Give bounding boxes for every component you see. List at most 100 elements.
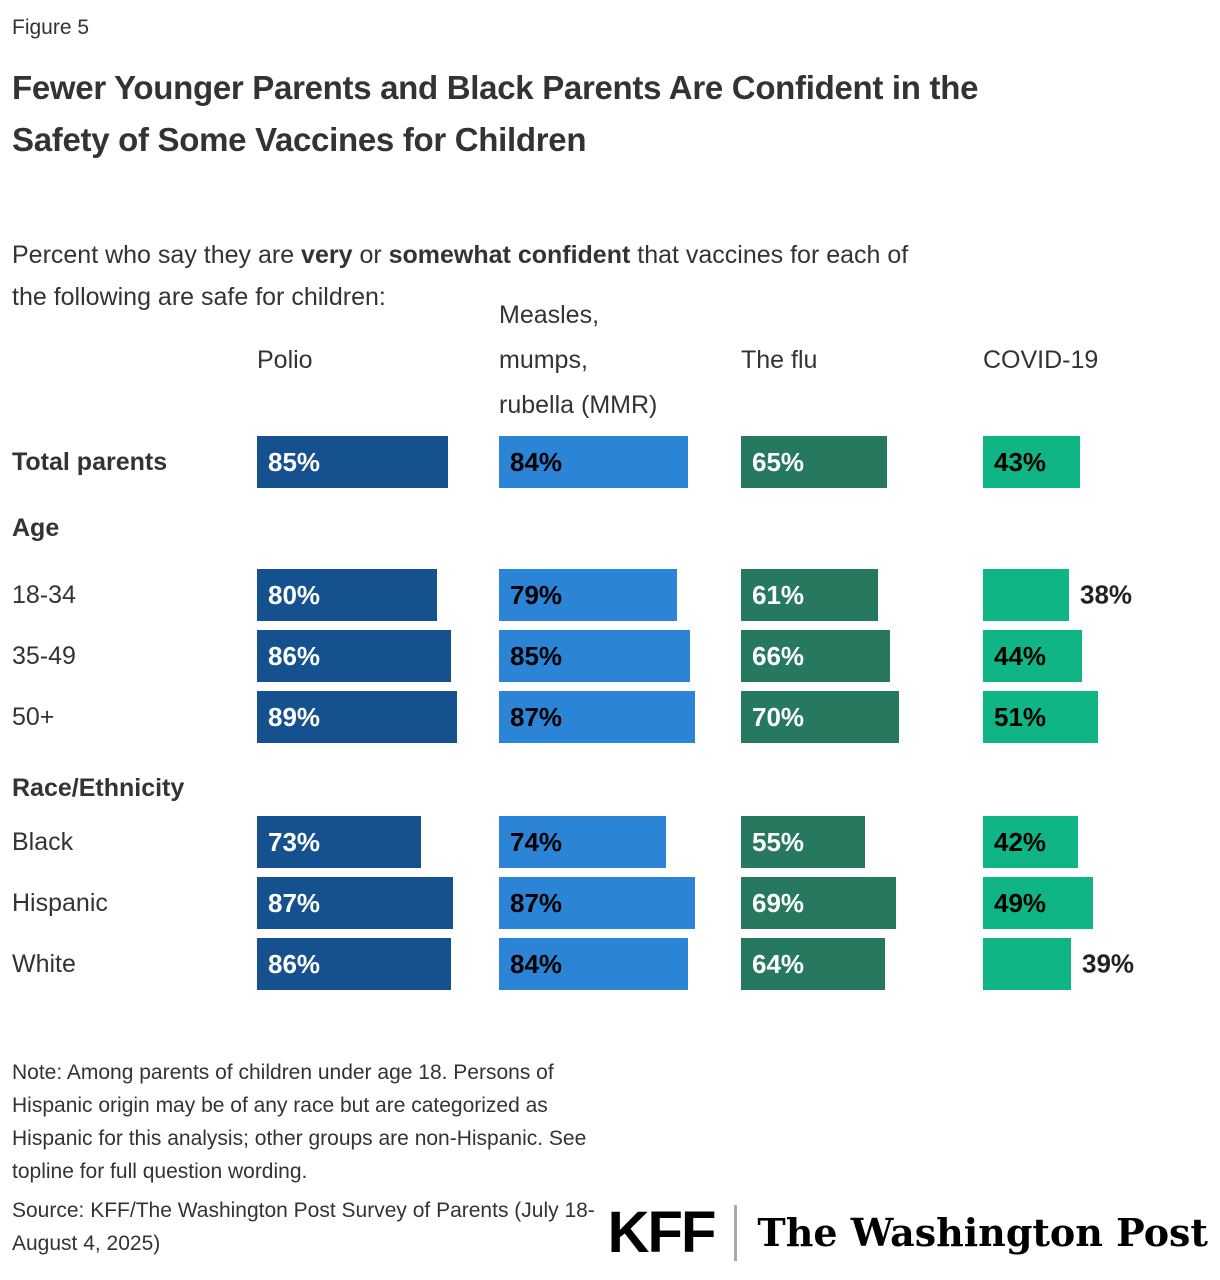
bar-value-label: 87% — [510, 701, 563, 732]
column-header-mmr: Measles, mumps, rubella (MMR) — [499, 301, 658, 419]
bar-value-label: 44% — [994, 640, 1047, 671]
bar: 84% — [499, 436, 688, 488]
bar-value-label: 80% — [268, 579, 321, 610]
subtitle-text: that vaccines for each of the following … — [12, 241, 909, 311]
bar: 87% — [499, 877, 695, 929]
chart-row: White 86% 84% 64% 39% — [12, 938, 1208, 990]
row-bars: 86% 84% 64% 39% — [257, 938, 1208, 990]
row-bars: 86% 85% 66% 44% — [257, 630, 1208, 682]
chart-title: Fewer Younger Parents and Black Parents … — [12, 69, 979, 158]
bar: 55% — [741, 816, 865, 868]
subtitle-text: or — [352, 241, 389, 269]
bar-value-label: 84% — [510, 446, 563, 477]
bar: 38% — [983, 569, 1132, 621]
row-bars: 85% 84% 65% 43% — [257, 436, 1208, 488]
column-header-covid19: COVID-19 — [983, 346, 1099, 374]
bar: 42% — [983, 816, 1078, 868]
bar-value-label: 89% — [268, 701, 321, 732]
bar-value-label: 70% — [752, 701, 805, 732]
column-header-flu: The flu — [741, 346, 818, 374]
bar-value-label: 65% — [752, 446, 805, 477]
bar: 69% — [741, 877, 896, 929]
bar-value-label: 86% — [268, 948, 321, 979]
bar-value-label: 87% — [510, 887, 563, 918]
chart-row: Hispanic 87% 87% 69% 49% — [12, 877, 1208, 929]
logo-lockup: KFF The Washington Post — [608, 1199, 1208, 1266]
bar: 85% — [499, 630, 690, 682]
bar: 86% — [257, 938, 451, 990]
row-bars: 80% 79% 61% 38% — [257, 569, 1208, 621]
bar: 87% — [499, 691, 695, 743]
bar-value-label: 42% — [994, 826, 1047, 857]
bar-value-label: 64% — [752, 948, 805, 979]
bar-value-label: 39% — [1082, 948, 1135, 979]
bar-value-label: 43% — [994, 446, 1047, 477]
chart-rows: Total parents 85% 84% 65% 43% Age 18-34 … — [12, 436, 1208, 990]
row-bars: 87% 87% 69% 49% — [257, 877, 1208, 929]
bar-value-label: 55% — [752, 826, 805, 857]
row-label: 50+ — [12, 702, 55, 731]
subtitle-text: Percent who say they are — [12, 241, 302, 269]
row-label: Black — [12, 827, 74, 856]
bar: 44% — [983, 630, 1082, 682]
chart-row: 18-34 80% 79% 61% 38% — [12, 569, 1208, 621]
bar-value-label: 86% — [268, 640, 321, 671]
bar: 65% — [741, 436, 887, 488]
row-label: White — [12, 949, 76, 978]
bar-value-label: 49% — [994, 887, 1047, 918]
row-bars: 73% 74% 55% 42% — [257, 816, 1208, 868]
bar: 86% — [257, 630, 451, 682]
bar-value-label: 51% — [994, 701, 1047, 732]
subtitle-bold-somewhat-confident: somewhat confident — [388, 241, 631, 269]
source-text: Source: KFF/The Washington Post Survey o… — [12, 1199, 595, 1255]
bar: 61% — [741, 569, 878, 621]
column-headers: Polio Measles, mumps, rubella (MMR) The … — [257, 293, 1207, 428]
bar: 64% — [741, 938, 885, 990]
bar-value-label: 66% — [752, 640, 805, 671]
bar-value-label: 38% — [1080, 579, 1133, 610]
bar-value-label: 61% — [752, 579, 805, 610]
chart-row: 50+ 89% 87% 70% 51% — [12, 691, 1208, 743]
row-label: Total parents — [12, 447, 168, 476]
bar: 80% — [257, 569, 437, 621]
bar: 49% — [983, 877, 1093, 929]
bar: 79% — [499, 569, 677, 621]
subtitle-bold-very: very — [301, 241, 353, 269]
bar-value-label: 69% — [752, 887, 805, 918]
chart-row: Total parents 85% 84% 65% 43% — [12, 436, 1208, 488]
bar: 84% — [499, 938, 688, 990]
bar-value-label: 85% — [510, 640, 563, 671]
row-label: 35-49 — [12, 641, 76, 670]
bar: 85% — [257, 436, 448, 488]
washington-post-logo: The Washington Post — [757, 1210, 1208, 1255]
kff-logo: KFF — [607, 1200, 717, 1265]
bar: 74% — [499, 816, 666, 868]
chart-row: Black 73% 74% 55% 42% — [12, 816, 1208, 868]
bar-value-label: 84% — [510, 948, 563, 979]
bar-value-label: 73% — [268, 826, 321, 857]
bar: 89% — [257, 691, 457, 743]
section-label: Race/Ethnicity — [12, 773, 185, 802]
bar: 70% — [741, 691, 899, 743]
bar-value-label: 74% — [510, 826, 563, 857]
bar: 43% — [983, 436, 1080, 488]
bar: 87% — [257, 877, 453, 929]
bar: 66% — [741, 630, 890, 682]
bar: 39% — [983, 938, 1134, 990]
bar-value-label: 85% — [268, 446, 321, 477]
chart-subtitle: Percent who say they are very or somewha… — [12, 192, 1212, 318]
figure-label: Figure 5 — [12, 16, 90, 39]
bar: 73% — [257, 816, 421, 868]
logo-divider — [734, 1204, 738, 1261]
bar: 51% — [983, 691, 1098, 743]
chart-row: 35-49 86% 85% 66% 44% — [12, 630, 1208, 682]
bar-value-label: 87% — [268, 887, 321, 918]
section-label: Age — [12, 513, 60, 542]
note-text: Note: Among parents of children under ag… — [12, 1061, 587, 1183]
row-label: Hispanic — [12, 888, 108, 917]
row-bars: 89% 87% 70% 51% — [257, 691, 1208, 743]
column-header-polio: Polio — [257, 346, 313, 374]
row-label: 18-34 — [12, 580, 76, 609]
bar-value-label: 79% — [510, 579, 563, 610]
